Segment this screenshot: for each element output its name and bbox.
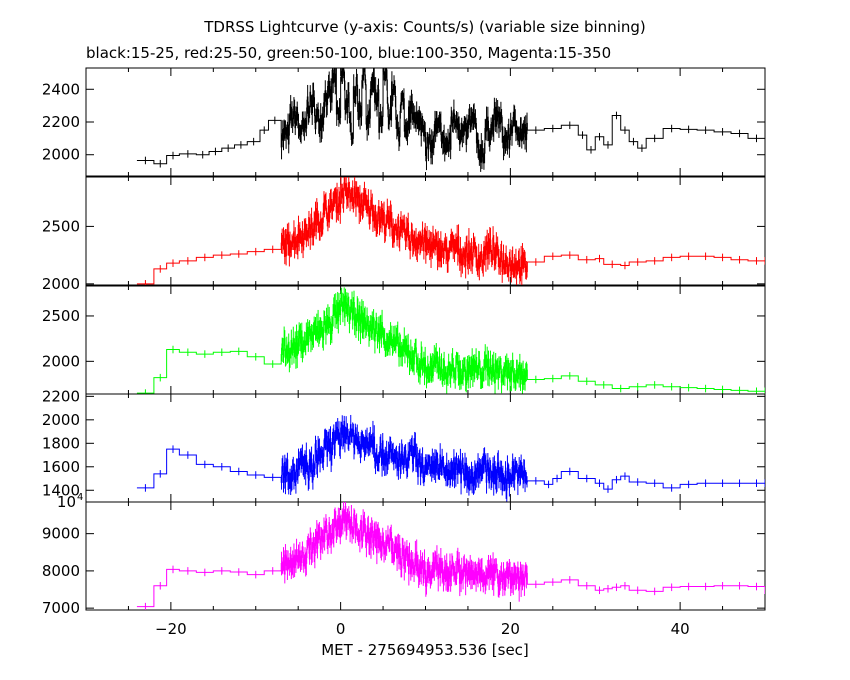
x-tick-label: 20 [501,620,520,638]
panels-group: 2000 2200 2400 2000 2500 2000 2500 1400 1600 1800… [42,67,766,617]
panel-5: 7000 8000 9000 10 4 [42,492,766,617]
panel-3: 2000 2500 [42,285,766,395]
y-tick-label: 1600 [42,458,80,476]
series-3 [136,287,765,394]
x-axis: −20 0 20 40 [155,620,690,638]
x-tick-label: −20 [155,620,187,638]
y-exponent-power: 4 [77,492,83,503]
y-tick-label: 1400 [42,481,80,499]
series-2 [136,177,765,285]
lightcurve-line [136,295,765,394]
y-tick-label: 2500 [42,217,80,235]
y-tick-label: 9000 [42,525,80,543]
y-tick-label: 2000 [42,352,80,370]
lightcurve-line [136,68,765,165]
x-tick-label: 40 [671,620,690,638]
panel-2: 2000 2500 [42,176,766,293]
y-tick-label: 1800 [42,434,80,452]
y-tick-label: 2200 [42,387,80,405]
lightcurve-line [136,182,765,285]
panel-frame [85,285,766,395]
chart-title: TDRSS Lightcurve (y-axis: Counts/s) (var… [204,18,646,36]
series-1 [136,68,765,172]
series-4 [136,414,765,502]
y-tick-label: 2200 [42,113,80,131]
y-tick-label: 2000 [42,275,80,293]
panel-4: 1400 1600 1800 2000 2200 [42,387,766,503]
lightcurve-line [136,420,765,491]
y-tick-label: 2000 [42,146,80,164]
y-tick-label: 2500 [42,307,80,325]
series-5 [136,502,765,610]
lightcurve-line [136,505,765,608]
panel-1: 2000 2200 2400 [42,67,766,177]
chart-subtitle: black:15-25, red:25-50, green:50-100, bl… [86,44,612,62]
y-exponent-label: 10 [57,493,76,511]
y-tick-label: 8000 [42,562,80,580]
y-tick-label: 7000 [42,599,80,617]
x-axis-label: MET - 275694953.536 [sec] [321,641,529,659]
x-tick-label: 0 [336,620,346,638]
y-tick-label: 2400 [42,80,80,98]
y-tick-label: 2000 [42,411,80,429]
